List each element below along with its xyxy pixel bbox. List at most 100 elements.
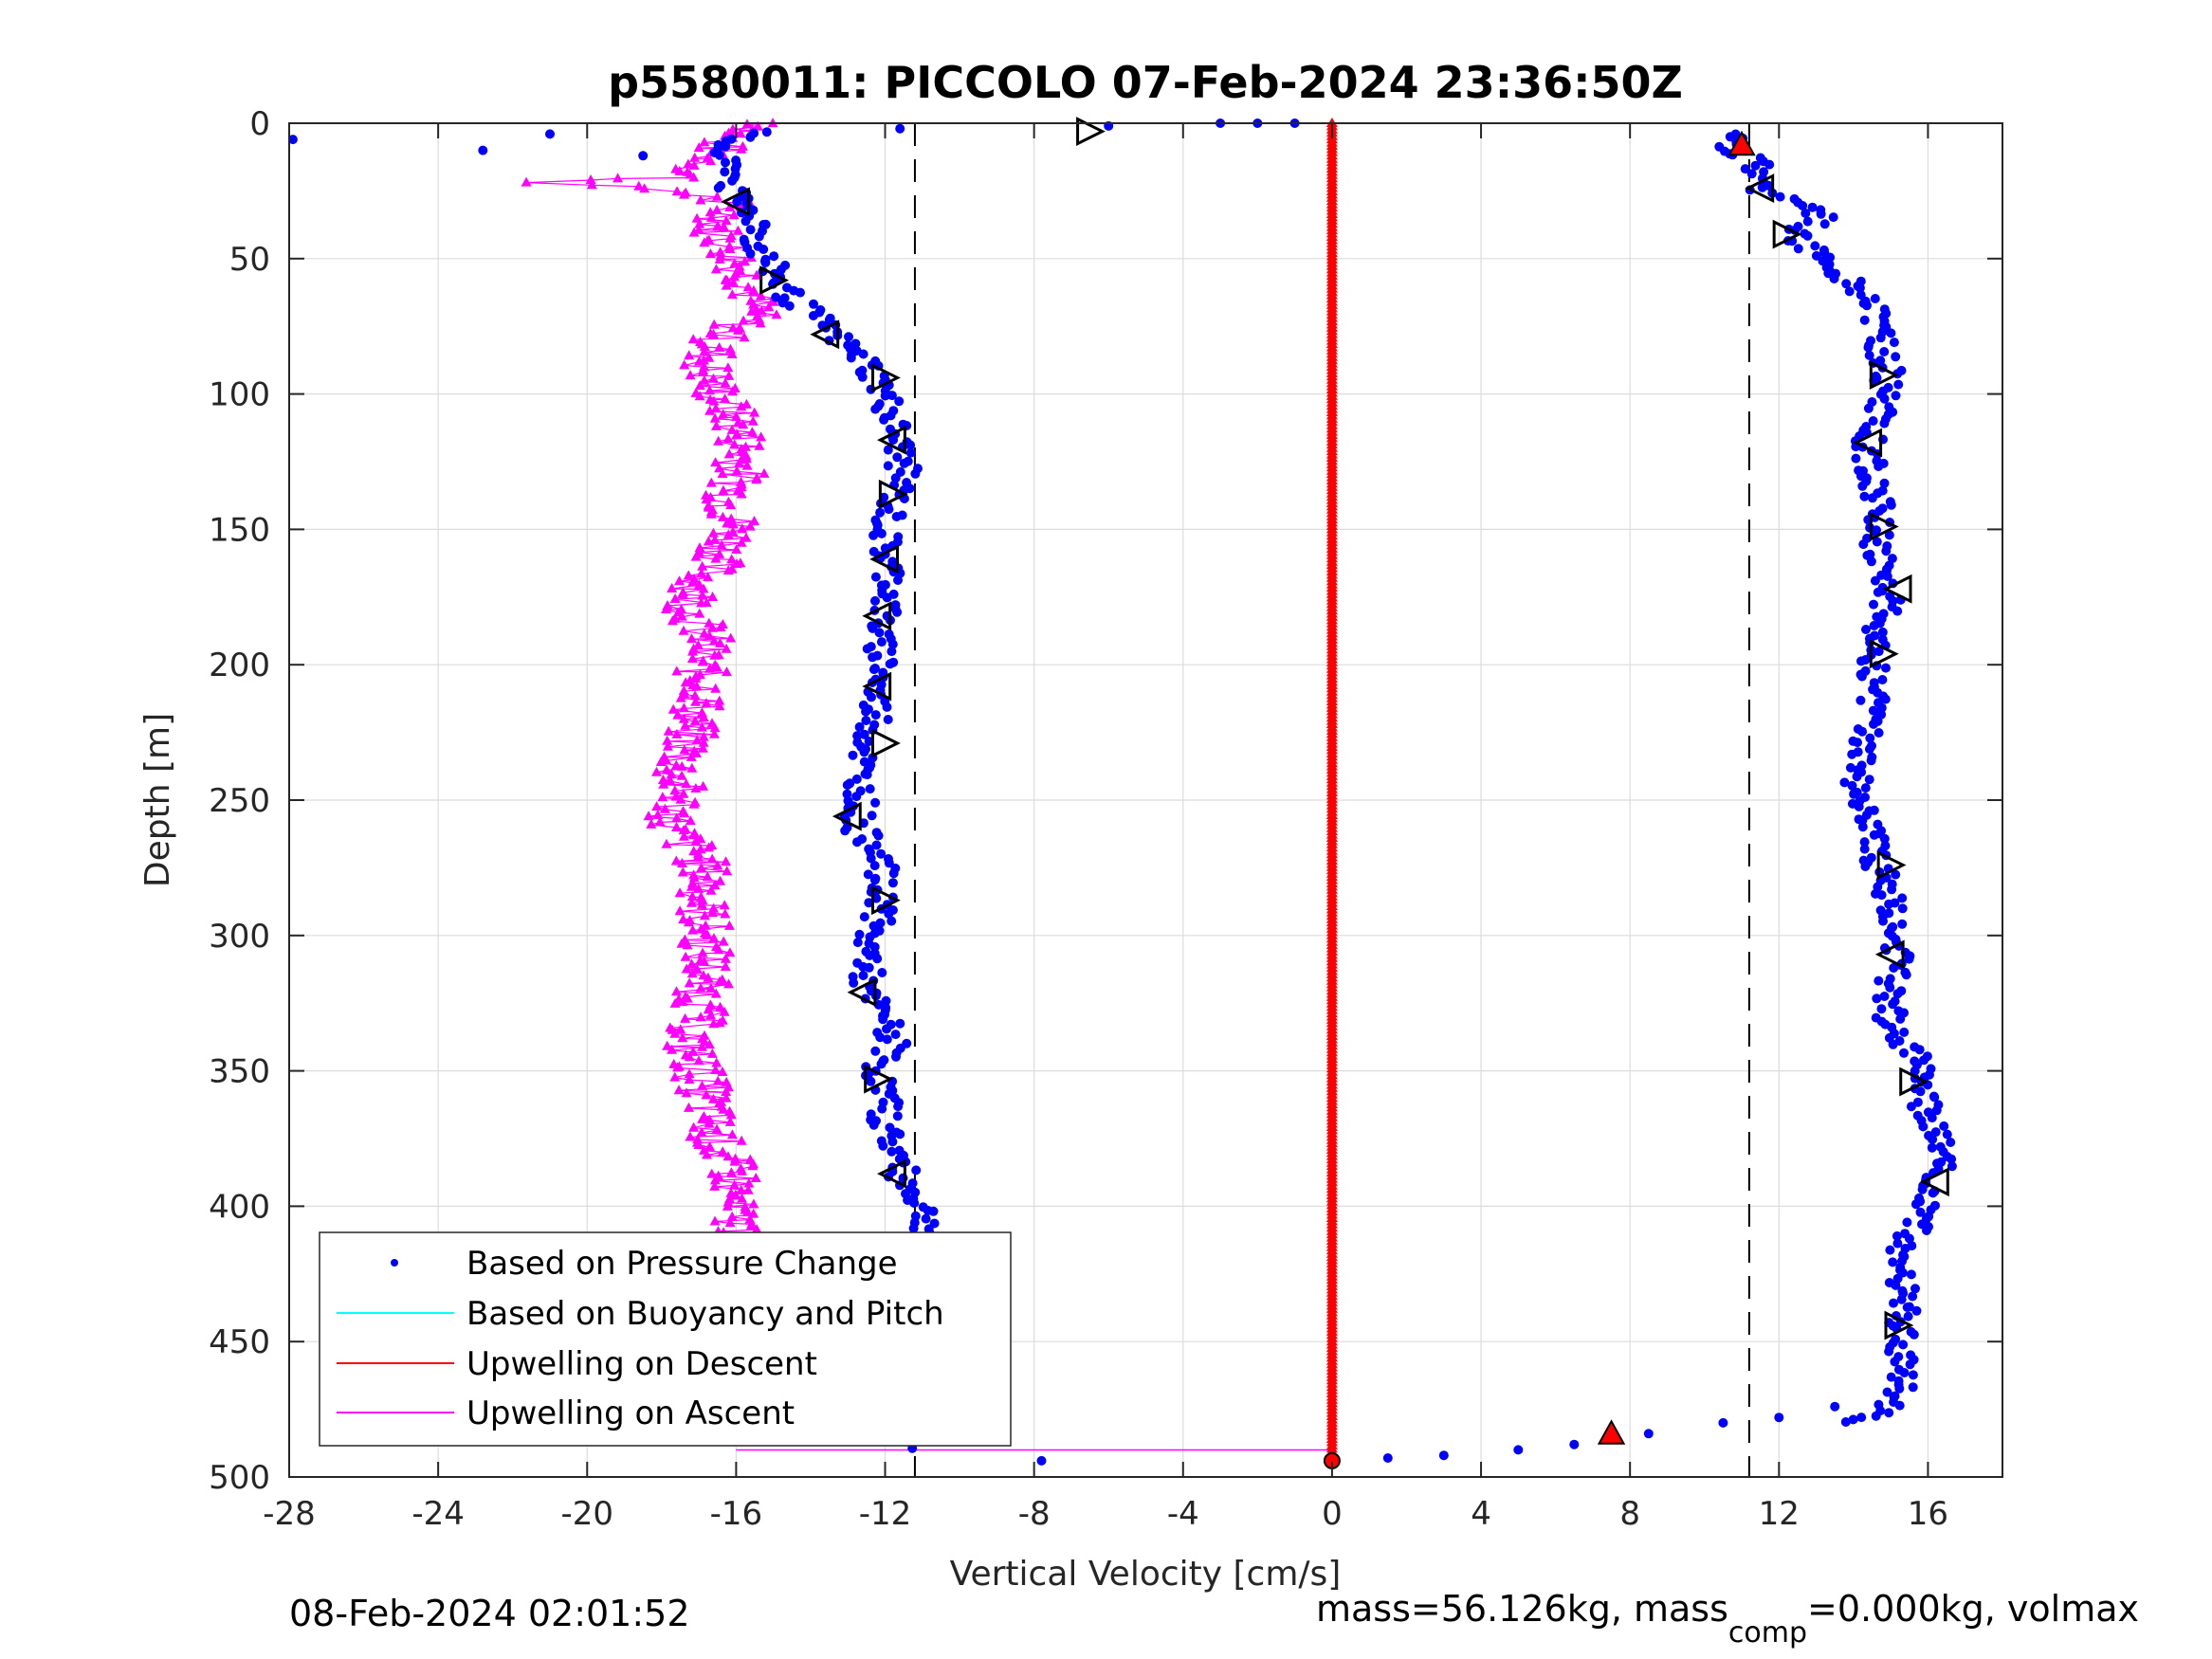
pressure-velocity-point bbox=[869, 875, 880, 885]
upwelling-ascent-point bbox=[698, 780, 709, 791]
pitch-marker bbox=[862, 671, 892, 702]
pressure-velocity-point bbox=[1853, 747, 1863, 757]
pressure-velocity-point bbox=[1892, 1238, 1903, 1249]
pressure-velocity-point bbox=[1900, 1229, 1910, 1239]
pressure-velocity-point bbox=[1856, 695, 1866, 705]
pressure-velocity-point bbox=[883, 461, 893, 471]
upwelling-ascent-point bbox=[686, 653, 698, 664]
upwelling-ascent-point bbox=[722, 362, 734, 373]
pressure-velocity-point bbox=[895, 1129, 905, 1139]
pressure-velocity-point bbox=[1869, 599, 1878, 610]
pressure-velocity-point bbox=[882, 1034, 892, 1045]
upwelling-ascent-point bbox=[712, 1075, 723, 1085]
pressure-velocity-point bbox=[911, 1165, 922, 1176]
pressure-velocity-point bbox=[1867, 397, 1877, 407]
pressure-velocity-point bbox=[1915, 1207, 1926, 1217]
pressure-velocity-point bbox=[1899, 1048, 1909, 1058]
pressure-velocity-point bbox=[1870, 294, 1880, 303]
pressure-velocity-point bbox=[809, 299, 818, 309]
pressure-velocity-point bbox=[1848, 1414, 1858, 1425]
pressure-velocity-point bbox=[870, 595, 880, 606]
upwelling-ascent-point bbox=[726, 424, 738, 434]
pressure-velocity-point bbox=[864, 898, 874, 908]
pressure-velocity-point bbox=[1910, 1056, 1920, 1066]
upwelling-ascent-point bbox=[709, 1175, 721, 1185]
pressure-velocity-point bbox=[848, 750, 858, 760]
upwelling-ascent-point bbox=[740, 256, 751, 266]
pressure-velocity-point bbox=[1890, 996, 1900, 1007]
upwelling-ascent-point bbox=[722, 565, 734, 575]
upwelling-ascent-point bbox=[701, 698, 712, 708]
pressure-velocity-point bbox=[732, 196, 742, 207]
upwelling-ascent-point bbox=[672, 1062, 683, 1072]
pressure-velocity-point bbox=[882, 592, 892, 603]
pressure-velocity-point bbox=[857, 372, 868, 382]
pressure-velocity-point bbox=[1877, 485, 1888, 496]
pressure-velocity-point bbox=[1864, 775, 1874, 785]
upwelling-ascent-point bbox=[684, 1051, 695, 1062]
upwelling-ascent-point bbox=[689, 716, 701, 726]
pressure-velocity-point bbox=[1789, 193, 1800, 204]
upwelling-ascent-point bbox=[726, 554, 738, 564]
upwelling-ascent-point bbox=[708, 635, 720, 646]
pressure-velocity-point bbox=[1856, 276, 1866, 286]
pressure-velocity-point bbox=[1802, 216, 1813, 227]
upwelling-ascent-point bbox=[687, 646, 699, 656]
upwelling-ascent-point bbox=[667, 583, 678, 592]
pressure-velocity-point bbox=[888, 868, 899, 879]
upwelling-ascent-point bbox=[707, 373, 719, 383]
upwelling-ascent-point bbox=[704, 405, 716, 415]
pressure-velocity-point bbox=[1879, 304, 1890, 315]
upwelling-ascent-point bbox=[715, 875, 726, 885]
x-tick-label: 16 bbox=[1908, 1495, 1948, 1533]
upwelling-ascent-point bbox=[688, 1121, 700, 1132]
pressure-velocity-point bbox=[1929, 1091, 1939, 1102]
pressure-velocity-point bbox=[1810, 241, 1820, 251]
upwelling-ascent-point bbox=[718, 1103, 729, 1114]
pressure-velocity-point bbox=[1890, 1391, 1900, 1401]
upwelling-ascent-point bbox=[704, 1039, 715, 1049]
pressure-velocity-point bbox=[1939, 1121, 1949, 1131]
pressure-velocity-point bbox=[1912, 1110, 1923, 1121]
pressure-velocity-point bbox=[727, 175, 738, 186]
pitch-marker bbox=[1884, 1310, 1914, 1340]
upwelling-ascent-point bbox=[711, 204, 722, 214]
upwelling-ascent-point bbox=[726, 289, 738, 300]
pressure-velocity-point bbox=[1910, 1042, 1920, 1052]
upwelling-ascent-point bbox=[735, 128, 746, 138]
upwelling-ascent-point bbox=[704, 207, 716, 217]
pressure-velocity-point bbox=[1887, 554, 1897, 564]
upwelling-ascent-point bbox=[708, 933, 720, 942]
pressure-velocity-point bbox=[1870, 630, 1880, 641]
upwelling-ascent-point bbox=[708, 1018, 720, 1029]
pressure-velocity-point bbox=[852, 731, 863, 741]
upwelling-ascent-point bbox=[671, 728, 683, 738]
upwelling-ascent-point bbox=[711, 191, 722, 201]
upwelling-ascent-point bbox=[721, 856, 732, 866]
pressure-velocity-point bbox=[909, 1198, 920, 1208]
pressure-velocity-point bbox=[1882, 1387, 1892, 1397]
pressure-velocity-point bbox=[1382, 1453, 1393, 1463]
pressure-velocity-point bbox=[1818, 256, 1828, 266]
pressure-velocity-point bbox=[1819, 245, 1829, 255]
upwelling-ascent-point bbox=[698, 731, 709, 741]
pitch-marker bbox=[871, 728, 901, 758]
pressure-velocity-point bbox=[1882, 541, 1892, 551]
upwelling-ascent-point bbox=[697, 560, 708, 571]
pressure-velocity-point bbox=[1874, 647, 1884, 657]
upwelling-ascent-point bbox=[669, 593, 681, 603]
pressure-velocity-point bbox=[861, 716, 871, 725]
upwelling-ascent-point bbox=[720, 908, 731, 919]
pressure-velocity-point bbox=[1888, 921, 1898, 932]
pressure-velocity-point bbox=[754, 231, 764, 242]
upwelling-ascent-point bbox=[742, 1184, 754, 1194]
upwelling-ascent-point bbox=[694, 380, 705, 391]
upwelling-ascent-point bbox=[701, 1089, 712, 1100]
upwelling-ascent-point bbox=[678, 625, 689, 635]
pressure-velocity-point bbox=[1885, 974, 1895, 984]
pressure-velocity-point bbox=[287, 135, 298, 145]
pressure-velocity-point bbox=[870, 797, 881, 808]
upwelling-ascent-point bbox=[694, 608, 705, 618]
x-tick-label: 0 bbox=[1322, 1495, 1343, 1533]
pitch-marker bbox=[869, 544, 900, 574]
